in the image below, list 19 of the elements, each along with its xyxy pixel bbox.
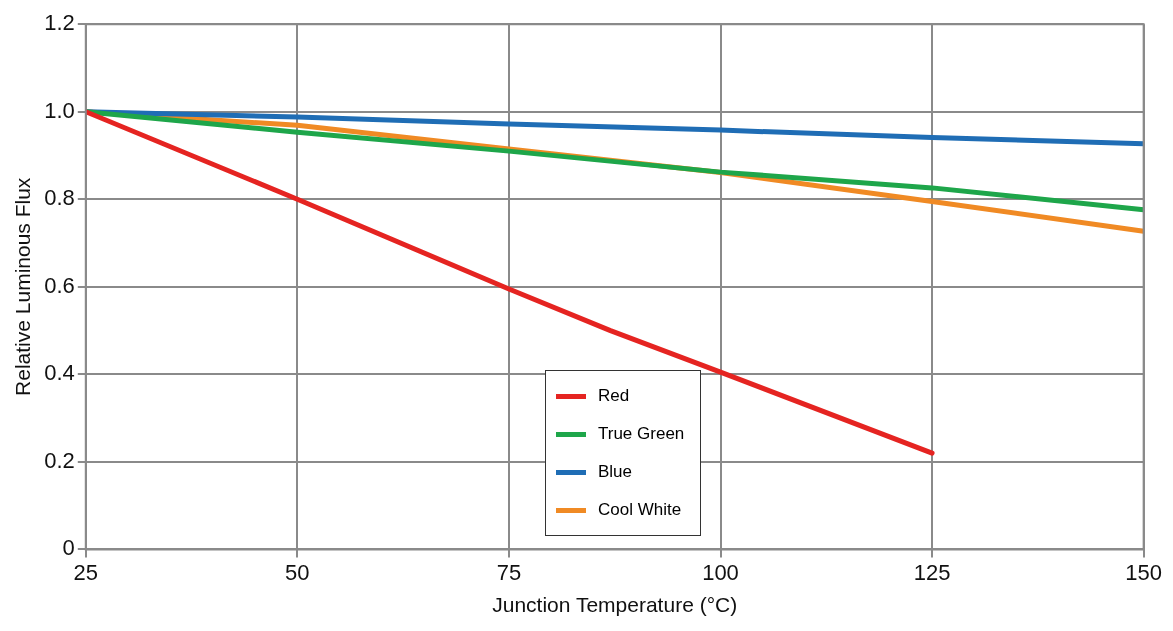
y-tick-label: 1.2 <box>44 10 75 36</box>
y-tick-label: 0 <box>62 535 75 561</box>
legend-label: Red <box>598 386 630 406</box>
y-tick-label: 0.6 <box>44 272 75 298</box>
x-tick-label: 125 <box>913 559 951 585</box>
y-axis-title: Relative Luminous Flux <box>11 177 35 396</box>
y-tick-label: 0.8 <box>44 185 75 211</box>
y-tick-label: 0.4 <box>44 360 75 386</box>
x-axis-title: Junction Temperature (°C) <box>492 593 738 617</box>
x-tick-label: 150 <box>1125 559 1163 585</box>
x-tick-label: 50 <box>285 559 310 585</box>
legend-label: Blue <box>598 462 633 482</box>
y-tick-label: 1.0 <box>44 97 75 123</box>
y-tick-label: 0.2 <box>44 447 75 473</box>
x-tick-label: 100 <box>702 559 739 585</box>
x-tick-label: 25 <box>73 559 99 585</box>
legend-label: True Green <box>598 424 685 444</box>
legend-label: Cool White <box>598 500 682 520</box>
x-tick-label: 75 <box>496 559 522 585</box>
